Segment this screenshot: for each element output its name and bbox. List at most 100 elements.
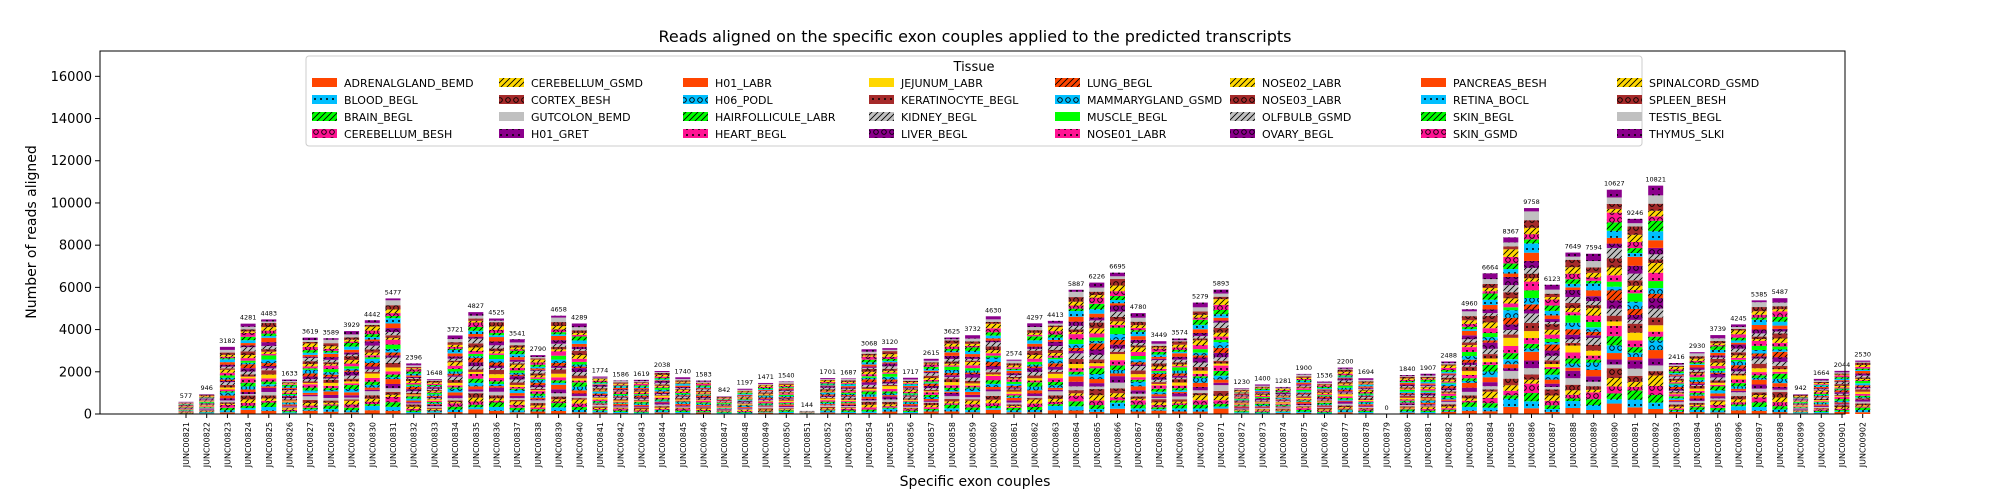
- bar-segment-hatch: [840, 410, 856, 412]
- bar-segment-hatch: [965, 377, 981, 381]
- bar-segment-hatch: [758, 396, 774, 398]
- bar-segment-hatch: [385, 315, 401, 319]
- bar-segment: [1586, 381, 1602, 387]
- bar-segment-hatch: [965, 380, 981, 384]
- bar-segment-hatch: [323, 352, 339, 354]
- bar-segment-hatch: [1172, 349, 1188, 352]
- bar-segment-hatch: [240, 362, 256, 365]
- bar-segment-hatch: [344, 375, 360, 379]
- bar-segment-hatch: [1565, 290, 1581, 298]
- bar-segment-hatch: [302, 373, 318, 377]
- bar-segment-hatch: [1731, 402, 1746, 405]
- bar-segment-hatch: [178, 411, 194, 413]
- bar-segment-hatch: [468, 378, 484, 383]
- bar-segment-hatch: [1047, 352, 1063, 356]
- bar-segment: [1482, 411, 1498, 414]
- bar-segment-hatch: [1192, 311, 1208, 315]
- bar-stack: [385, 298, 401, 414]
- bar-segment-hatch: [1648, 375, 1664, 386]
- bar-segment-hatch: [1151, 348, 1167, 352]
- bar-segment: [1213, 317, 1229, 321]
- bar-segment-hatch: [1461, 359, 1477, 363]
- bar-segment-hatch: [1544, 360, 1560, 364]
- bar-segment-hatch: [1234, 392, 1250, 393]
- bar-segment-hatch: [923, 364, 939, 367]
- bar-segment-hatch: [219, 377, 235, 380]
- bar-segment: [1793, 409, 1809, 411]
- bar-total-label: 10627: [1604, 180, 1625, 188]
- x-tick-label: JUNC00889: [1590, 422, 1599, 468]
- bar-segment-hatch: [1089, 395, 1105, 401]
- bar-segment-hatch: [302, 409, 318, 411]
- bar-segment: [1172, 411, 1188, 414]
- bar-segment-hatch: [385, 394, 401, 397]
- bar-total-label: 9246: [1627, 209, 1644, 217]
- x-tick-label: JUNC00829: [348, 422, 357, 468]
- bar-segment-hatch: [1275, 396, 1291, 398]
- bar-segment: [344, 366, 360, 369]
- bar-segment-hatch: [965, 361, 981, 366]
- bar-segment-hatch: [613, 386, 629, 388]
- bar-stack: [1027, 323, 1043, 414]
- bar-segment-hatch: [1006, 369, 1022, 371]
- bar-total-label: 3721: [447, 325, 464, 333]
- bar-segment-hatch: [1296, 377, 1312, 379]
- bar-stack: [1317, 381, 1332, 414]
- bar-segment-hatch: [1606, 336, 1622, 346]
- bar-segment: [1358, 386, 1374, 388]
- bar-segment-hatch: [509, 410, 525, 413]
- bar-segment: [551, 384, 567, 390]
- x-tick-label: JUNC00833: [430, 422, 439, 468]
- bar-segment-hatch: [840, 407, 856, 409]
- bar-segment: [468, 315, 484, 319]
- x-tick-label: JUNC00893: [1672, 422, 1681, 468]
- bar-segment-hatch: [1461, 398, 1477, 401]
- bar-segment: [1834, 396, 1850, 398]
- bar-segment-hatch: [1006, 383, 1022, 386]
- bar-stack: [1399, 375, 1415, 414]
- bar-segment-hatch: [489, 329, 504, 333]
- bar-segment-hatch: [758, 385, 774, 387]
- bar-segment-hatch: [1668, 396, 1684, 399]
- bar-segment: [509, 384, 525, 388]
- bar-stack: [840, 378, 856, 414]
- bar-segment-hatch: [447, 362, 463, 366]
- x-tick-label: JUNC00869: [1176, 422, 1185, 468]
- bar-segment-hatch: [592, 393, 608, 396]
- bar-segment-hatch: [1254, 410, 1270, 412]
- bar-segment: [219, 362, 235, 365]
- bar-segment-hatch: [1234, 409, 1250, 411]
- bar-total-label: 1633: [281, 370, 298, 378]
- bar-segment-hatch: [820, 409, 836, 411]
- bar-segment-hatch: [1793, 404, 1809, 405]
- bar-segment-hatch: [1482, 403, 1498, 408]
- bar-segment: [882, 411, 898, 414]
- bar-segment-hatch: [1337, 383, 1353, 385]
- bar-segment: [199, 405, 215, 407]
- bar-segment-hatch: [344, 342, 360, 347]
- bar-segment-hatch: [426, 387, 442, 389]
- bar-segment-hatch: [1710, 396, 1726, 399]
- bar-segment-hatch: [1834, 381, 1850, 383]
- bar-segment: [696, 406, 711, 408]
- bar-segment-hatch: [1110, 388, 1125, 394]
- bar-segment-hatch: [1441, 410, 1457, 412]
- bar-segment-hatch: [1751, 319, 1767, 325]
- x-tick-label: JUNC00854: [865, 422, 874, 468]
- bar-segment: [426, 404, 442, 405]
- bar-stack: [1441, 361, 1457, 414]
- bar-segment-hatch: [364, 366, 380, 370]
- bar-segment-hatch: [385, 337, 401, 340]
- x-tick-label: JUNC00857: [927, 422, 936, 468]
- bar-segment-hatch: [240, 323, 256, 327]
- bar-segment-hatch: [1524, 239, 1539, 244]
- bar-segment-hatch: [261, 349, 277, 352]
- x-tick-label: JUNC00890: [1610, 422, 1619, 468]
- bar-segment-hatch: [1731, 330, 1746, 335]
- bar-segment: [1234, 406, 1250, 408]
- bar-segment-hatch: [944, 355, 960, 359]
- bar-segment-hatch: [1793, 402, 1809, 404]
- bar-segment-hatch: [1399, 388, 1415, 390]
- bar-segment-hatch: [758, 400, 774, 402]
- bar-segment-hatch: [778, 389, 794, 391]
